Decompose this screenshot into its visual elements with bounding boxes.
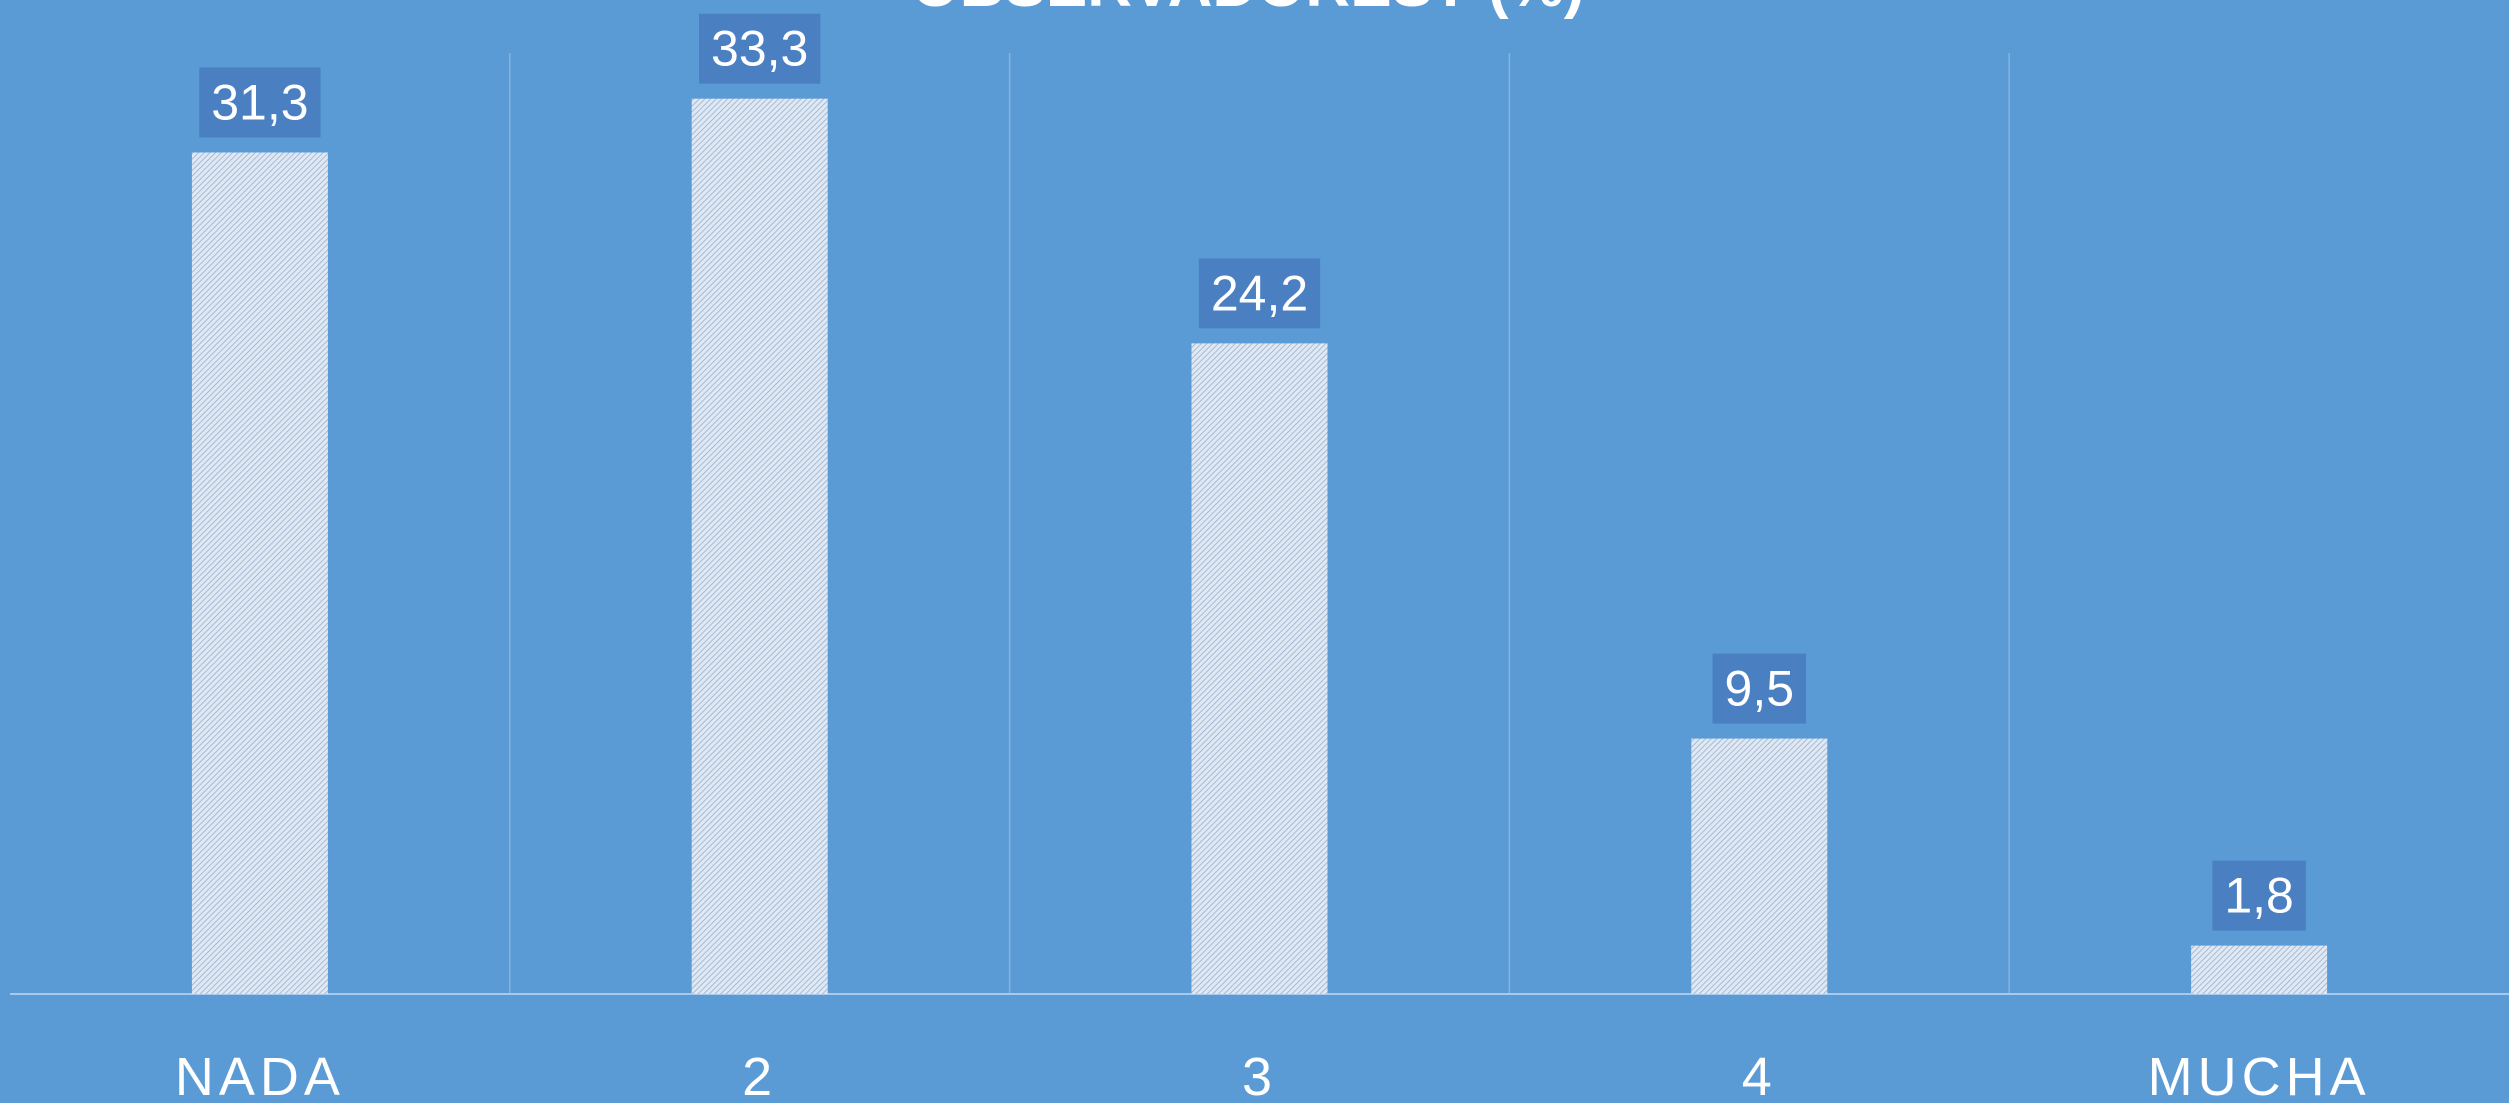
- data-label: 31,3: [211, 74, 308, 130]
- x-tick-label: 3: [1242, 1047, 1277, 1103]
- bar: [1191, 343, 1328, 994]
- x-tick-label: NADA: [175, 1047, 345, 1103]
- x-tick-label: 2: [742, 1047, 777, 1103]
- data-label-box: [1712, 653, 1807, 724]
- chart-title: OBSERVADORES? (%): [912, 0, 1585, 20]
- bar: [1691, 738, 1828, 994]
- data-label-box: [1198, 258, 1321, 329]
- data-label: 33,3: [711, 21, 808, 77]
- bar: [691, 98, 828, 995]
- data-label-box: [2212, 860, 2306, 931]
- data-label-box: [199, 67, 321, 138]
- data-label: 1,8: [2224, 868, 2294, 924]
- data-label: 24,2: [1211, 265, 1308, 321]
- x-tick-label: 4: [1742, 1047, 1777, 1103]
- data-label-box: [699, 13, 821, 84]
- x-tick-label: MUCHA: [2148, 1047, 2371, 1103]
- bar: [2191, 945, 2328, 994]
- data-label: 9,5: [1725, 661, 1795, 717]
- bar: [191, 152, 328, 994]
